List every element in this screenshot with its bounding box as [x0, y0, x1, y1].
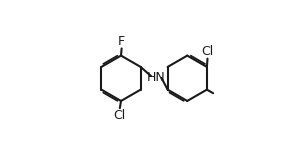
Text: HN: HN [147, 71, 166, 84]
Text: Cl: Cl [114, 109, 126, 122]
Text: F: F [118, 35, 125, 48]
Text: Cl: Cl [201, 45, 214, 58]
